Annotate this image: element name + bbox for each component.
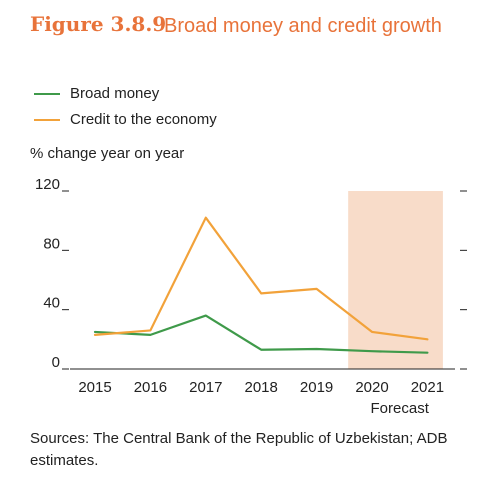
x-tick-label: 2017 xyxy=(189,379,222,396)
y-tick-label: 40 xyxy=(43,295,60,312)
figure-title: Broad money and credit growth xyxy=(164,15,442,37)
legend-swatch-credit xyxy=(34,119,60,121)
y-axis-label: % change year on year xyxy=(30,145,185,162)
x-tick-label: 2018 xyxy=(245,379,278,396)
legend-label-broad-money: Broad money xyxy=(70,85,160,102)
figure-number: Figure 3.8.9 xyxy=(30,12,167,36)
y-tick-label: 120 xyxy=(35,176,60,193)
forecast-label: Forecast xyxy=(371,400,430,417)
x-tick-label: 2019 xyxy=(300,379,333,396)
x-tick-label: 2020 xyxy=(355,379,388,396)
forecast-shaded-region xyxy=(348,191,443,369)
sources-note: Sources: The Central Bank of the Republi… xyxy=(30,430,448,469)
x-tick-label: 2015 xyxy=(78,379,111,396)
x-tick-label: 2021 xyxy=(411,379,444,396)
y-tick-label: 80 xyxy=(43,235,60,252)
series-line-credit xyxy=(93,216,429,341)
legend-label-credit: Credit to the economy xyxy=(70,111,217,128)
x-tick-label: 2016 xyxy=(134,379,167,396)
y-tick-label: 0 xyxy=(52,354,60,371)
series-line-broad-money xyxy=(93,314,429,354)
legend-swatch-broad-money xyxy=(34,93,60,95)
